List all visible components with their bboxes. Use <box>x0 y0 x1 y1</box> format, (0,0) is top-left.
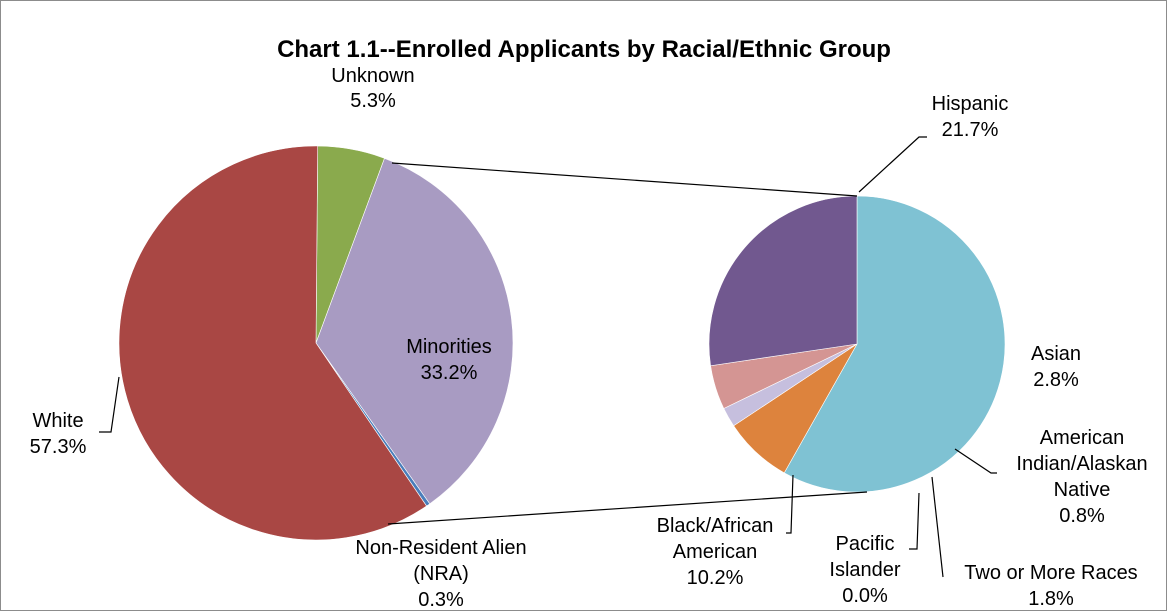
pie-slice-white <box>118 145 428 541</box>
label-american-indian-line3: Native <box>1054 479 1111 501</box>
leader-line-american-indian <box>954 448 997 474</box>
label-nra-abbrev: (NRA) <box>413 563 469 585</box>
leader-line-black <box>786 474 794 534</box>
leader-line-pacific <box>909 492 920 550</box>
label-american-indian-value: 0.8% <box>1059 505 1105 527</box>
label-black-line1: Black/African <box>657 515 774 537</box>
pie-slice-black-african-american <box>708 195 858 367</box>
label-hispanic-value: 21.7% <box>942 119 999 141</box>
leader-line-two-or-more <box>931 476 944 578</box>
label-asian-name: Asian <box>1031 343 1081 365</box>
label-black-value: 10.2% <box>687 567 744 589</box>
label-unknown-value: 5.3% <box>350 90 396 112</box>
label-nra-name: Non-Resident Alien <box>355 537 526 559</box>
label-white-value: 57.3% <box>30 436 87 458</box>
label-pacific-line2: Islander <box>829 559 900 581</box>
pie-slice-minorities <box>315 157 514 505</box>
label-hispanic-name: Hispanic <box>932 93 1009 115</box>
leader-line-white <box>99 376 120 433</box>
label-unknown-name: Unknown <box>331 65 414 87</box>
pie-slice-hispanic <box>783 195 1006 493</box>
label-two-or-more-value: 1.8% <box>1028 588 1074 610</box>
connector-line-top <box>391 162 858 197</box>
label-asian-value: 2.8% <box>1033 369 1079 391</box>
label-pacific-line1: Pacific <box>836 533 895 555</box>
label-american-indian-line2: Indian/Alaskan <box>1016 453 1147 475</box>
chart-title: Chart 1.1--Enrolled Applicants by Racial… <box>277 36 891 63</box>
label-minorities-name: Minorities <box>406 336 492 358</box>
label-pacific-value: 0.0% <box>842 585 888 607</box>
label-minorities-value: 33.2% <box>421 362 478 384</box>
label-american-indian-line1: American <box>1040 427 1124 449</box>
label-nra-value: 0.3% <box>418 589 464 611</box>
label-two-or-more-name: Two or More Races <box>964 562 1137 584</box>
main-pie <box>118 145 514 541</box>
connector-line-bottom <box>387 491 868 525</box>
label-black-line2: American <box>673 541 757 563</box>
leader-line-hispanic <box>858 136 927 193</box>
label-white-name: White <box>32 410 83 432</box>
breakout-pie <box>708 195 1006 493</box>
